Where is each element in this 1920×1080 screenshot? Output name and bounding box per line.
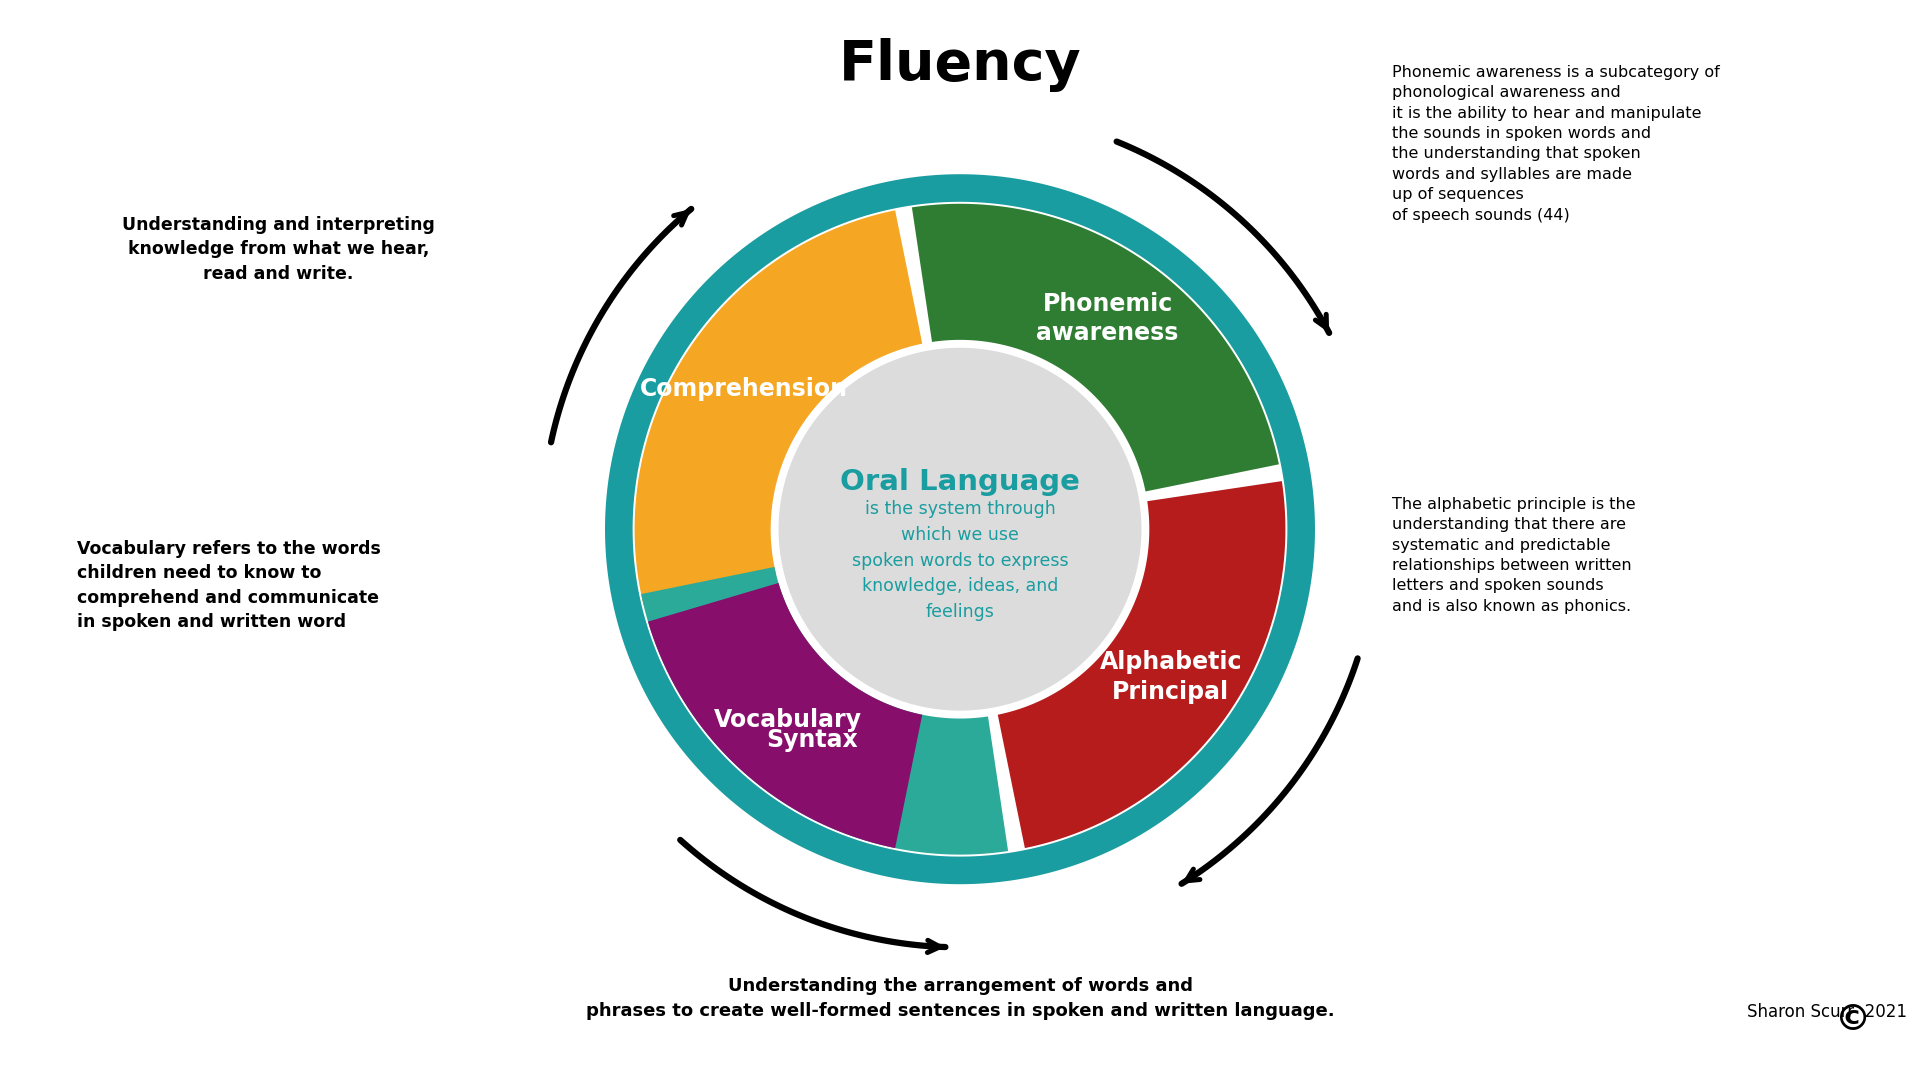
Polygon shape: [912, 204, 1279, 491]
Polygon shape: [605, 174, 1315, 885]
Text: Vocabulary: Vocabulary: [714, 708, 862, 732]
Text: Fluency: Fluency: [839, 38, 1081, 92]
Polygon shape: [603, 172, 1317, 887]
Text: Understanding the arrangement of words and
phrases to create well-formed sentenc: Understanding the arrangement of words a…: [586, 977, 1334, 1020]
Text: The alphabetic principle is the
understanding that there are
systematic and pred: The alphabetic principle is the understa…: [1392, 497, 1636, 613]
Polygon shape: [641, 567, 1008, 854]
Polygon shape: [780, 348, 1140, 711]
Text: Phonemic awareness is a subcategory of
phonological awareness and
it is the abil: Phonemic awareness is a subcategory of p…: [1392, 65, 1720, 222]
Polygon shape: [636, 211, 922, 605]
Text: is the system through
which we use
spoken words to express
knowledge, ideas, and: is the system through which we use spoke…: [852, 500, 1068, 621]
Text: ©: ©: [1836, 1003, 1870, 1037]
Text: Comprehension: Comprehension: [639, 377, 849, 401]
Text: Alphabetic
Principal: Alphabetic Principal: [1100, 650, 1242, 704]
Text: Phonemic
awareness: Phonemic awareness: [1037, 292, 1179, 346]
Text: Understanding and interpreting
knowledge from what we hear,
read and write.: Understanding and interpreting knowledge…: [123, 216, 434, 283]
Text: Sharon Scurr  2021: Sharon Scurr 2021: [1747, 1002, 1907, 1021]
Polygon shape: [647, 583, 922, 848]
Text: Oral Language: Oral Language: [841, 468, 1079, 496]
Text: Vocabulary refers to the words
children need to know to
comprehend and communica: Vocabulary refers to the words children …: [77, 540, 380, 631]
Text: Syntax: Syntax: [766, 728, 858, 752]
Polygon shape: [998, 481, 1284, 848]
